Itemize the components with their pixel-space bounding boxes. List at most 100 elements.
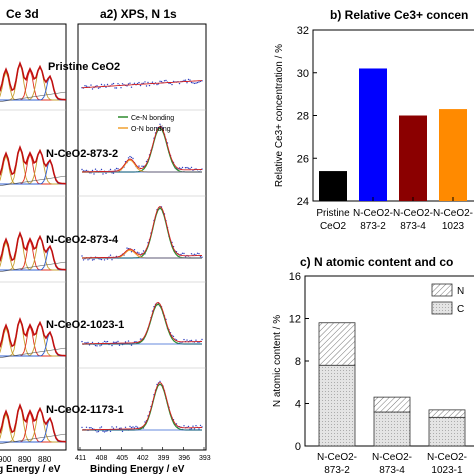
n1s-data-point <box>181 166 184 169</box>
ce-n-component-curve <box>82 207 202 259</box>
chart-c-ytick-label: 16 <box>289 271 301 283</box>
n1s-data-point <box>136 251 139 253</box>
n1s-data-point <box>198 81 200 83</box>
n1s-data-point <box>195 82 197 84</box>
n1s-data-point <box>112 172 115 174</box>
n1s-data-point <box>115 341 118 343</box>
n1s-data-point <box>112 427 115 429</box>
chart-c-legend-swatch <box>431 301 453 315</box>
n1s-data-point <box>94 168 97 170</box>
n1s-data-point <box>96 345 98 347</box>
n1s-data-point <box>189 79 191 81</box>
n1s-data-point <box>144 81 146 83</box>
chart-b-bar <box>359 68 387 201</box>
chart-c-bar-segment <box>373 396 411 413</box>
panel-a2-tick-label: 399 <box>158 455 170 462</box>
n1s-data-point <box>102 430 104 432</box>
panel-a2-tick-label: 405 <box>116 455 128 462</box>
n1s-data-point <box>190 339 193 342</box>
chart-b-category-label: 873-2 <box>360 221 386 232</box>
chart-c-legend-label: C <box>457 304 464 315</box>
ce3d-envelope-curve <box>0 402 67 443</box>
panel-a1-tick: 890 <box>18 455 32 464</box>
chart-c-ytick-label: 4 <box>295 399 301 411</box>
n1s-fit-curve <box>82 125 202 173</box>
n1s-data-point <box>159 80 161 83</box>
n1s-data-point <box>102 173 104 175</box>
ce3d-envelope-curve <box>0 144 67 185</box>
legend-label-o-n: O-N bonding <box>131 126 171 133</box>
n1s-data-point <box>190 81 193 84</box>
n1s-data-point <box>130 344 133 346</box>
n1s-data-point <box>190 253 193 255</box>
n1s-data-point <box>156 127 158 129</box>
n1s-data-point <box>93 258 95 261</box>
n1s-data-point <box>186 82 188 84</box>
n1s-data-point <box>190 428 193 430</box>
n1s-data-point <box>127 157 130 159</box>
chart-b-ytick-label: 28 <box>297 111 309 123</box>
n1s-data-point <box>103 431 106 433</box>
n1s-data-point <box>109 254 112 256</box>
n1s-data-point <box>130 426 133 429</box>
n1s-data-point <box>132 426 134 428</box>
n1s-data-point <box>88 427 91 429</box>
n1s-data-point <box>195 425 197 427</box>
chart-b-ytick-label: 32 <box>297 25 309 37</box>
n1s-data-point <box>81 168 83 171</box>
sample-label: N-CeO2-1173-1 <box>46 404 124 416</box>
panel-c: c) N atomic content and co 0 4 8 12 16 N atom… <box>272 255 474 474</box>
n1s-data-point <box>165 79 167 82</box>
chart-c-title: c) N atomic content and co <box>300 255 453 269</box>
n1s-data-point <box>201 338 203 341</box>
n1s-data-point <box>97 430 100 433</box>
n1s-data-point <box>82 170 85 172</box>
panel-a2-tick-label: 396 <box>178 455 190 462</box>
n1s-fit-curve <box>82 302 202 345</box>
n1s-data-point <box>100 258 103 261</box>
n1s-data-point <box>133 427 136 429</box>
n1s-data-point <box>148 84 151 87</box>
n1s-data-point <box>138 81 140 84</box>
n1s-data-point <box>184 167 187 169</box>
panel-a2: a2) XPS, N 1s Ce-N bonding O-N bonding 4… <box>75 7 211 474</box>
chart-b-category-label: N-CeO2- <box>433 208 473 219</box>
chart-c-ytick-label: 8 <box>295 356 301 368</box>
n1s-data-point <box>91 169 94 172</box>
chart-c-category-label: N-CeO2- <box>317 452 357 463</box>
sample-label: N-CeO2-1023-1 <box>46 319 124 331</box>
n1s-data-point <box>91 428 94 430</box>
chart-b-bar <box>439 109 467 201</box>
panel-a1-tick: 880 <box>38 455 52 464</box>
n1s-data-point <box>196 252 199 254</box>
n1s-data-point <box>115 87 118 89</box>
sample-label: N-CeO2-873-4 <box>46 234 119 246</box>
n1s-data-point <box>178 167 181 169</box>
n1s-data-point <box>87 341 89 344</box>
n1s-data-point <box>96 431 98 433</box>
chart-b-ytick-label: 26 <box>297 153 309 165</box>
n1s-data-point <box>199 256 202 258</box>
n1s-data-point <box>139 84 142 87</box>
n1s-data-point <box>145 160 148 163</box>
n1s-data-point <box>90 427 92 429</box>
n1s-data-point <box>142 250 145 252</box>
chart-c-ylabel: N atomic content / % <box>272 315 283 407</box>
n1s-data-point <box>186 339 188 341</box>
n1s-data-point <box>129 155 131 158</box>
n1s-data-point <box>145 85 148 87</box>
n1s-data-point <box>111 344 113 347</box>
chart-c-bar-segment <box>428 409 466 418</box>
n1s-data-point <box>82 259 85 261</box>
n1s-data-point <box>99 258 101 260</box>
n1s-data-point <box>130 251 133 253</box>
n1s-data-point <box>109 168 112 171</box>
chart-c-category-label: N-CeO2- <box>372 452 412 463</box>
n1s-data-point <box>87 259 89 261</box>
n1s-data-point <box>193 82 196 85</box>
n1s-data-point <box>172 335 175 338</box>
n1s-data-point <box>172 80 175 83</box>
n1s-data-point <box>111 259 113 261</box>
chart-b-category-label: N-CeO2- <box>353 208 393 219</box>
n1s-data-point <box>129 425 131 428</box>
